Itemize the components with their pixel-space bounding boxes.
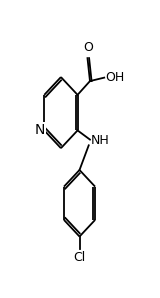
Text: OH: OH [105,71,124,84]
Text: Cl: Cl [73,252,86,264]
Text: O: O [83,41,93,54]
Text: NH: NH [91,134,110,147]
Text: N: N [34,123,45,137]
